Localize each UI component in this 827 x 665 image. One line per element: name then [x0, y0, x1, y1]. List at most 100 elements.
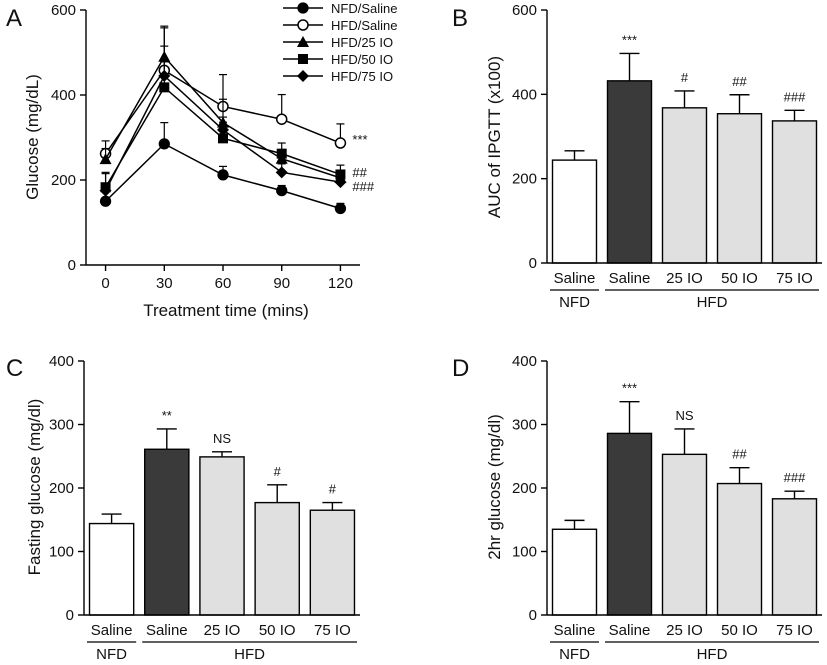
panel-c-category-label-2: 25 IO [204, 622, 241, 639]
panel-c-ytick-label-0: 0 [66, 607, 74, 624]
panel-d-bar-0 [551, 528, 598, 616]
panel-a-legend-label-4: HFD/75 IO [331, 69, 393, 84]
panel-a-point-0-1 [158, 138, 170, 150]
panel-c-category-label-0: Saline [91, 622, 133, 639]
panel-a-point-3-3 [276, 148, 287, 159]
panel-a-xtick-label-1: 30 [156, 275, 173, 292]
panel-d-category-label-1: Saline [609, 622, 651, 639]
panel-b-ytick-label-1: 200 [512, 171, 537, 188]
panel-c-category-label-4: 75 IO [314, 622, 351, 639]
panel-c-category-label-3: 50 IO [259, 622, 296, 639]
panel-a-ytick-label-1: 200 [51, 172, 76, 189]
panel-c-category-label-1: Saline [146, 622, 188, 639]
panel-letter-a: A [6, 5, 22, 32]
panel-c-group-label-1: HFD [234, 646, 265, 663]
panel-b-bar-4 [771, 120, 818, 264]
panel-a-point-1-3 [275, 113, 288, 125]
panel-c-ytick-label-2: 200 [49, 480, 74, 497]
panel-d-ylabel: 2hr glucose (mg/dl) [485, 414, 504, 560]
panel-b-bar-3 [716, 113, 763, 264]
panel-a-point-2-0 [99, 153, 112, 165]
panel-d-category-label-4: 75 IO [776, 622, 813, 639]
panel-d-ytick-label-3: 300 [512, 417, 537, 434]
panel-letter-b: B [452, 5, 468, 32]
panel-a-legend-marker-3 [298, 54, 308, 64]
panel-a-xtick-label-2: 60 [215, 275, 232, 292]
panel-a-point-3-1 [159, 82, 170, 93]
panel-a-point-0-3 [276, 184, 288, 197]
panel-a-xtick-label-0: 0 [101, 275, 109, 292]
panel-d-bar-4 [771, 498, 818, 616]
panel-b-sig-4: ### [784, 89, 806, 104]
panel-c-ytick-label-1: 100 [49, 544, 74, 561]
panel-a-legend-label-1: HFD/Saline [331, 18, 397, 33]
panel-b-category-label-2: 25 IO [666, 270, 703, 287]
panel-a-point-0-4 [334, 202, 347, 215]
panel-c-sig-2: NS [213, 431, 231, 446]
panel-a-point-0-0 [99, 195, 112, 207]
panel-b-ytick-label-0: 0 [529, 255, 537, 272]
panel-a-legend-marker-2 [297, 36, 309, 47]
panel-a-xlabel: Treatment time (mins) [143, 301, 309, 320]
panel-c-ylabel: Fasting glucose (mg/dl) [25, 399, 44, 576]
panel-b-ytick-label-3: 600 [512, 2, 537, 19]
panel-a-series-0 [99, 122, 347, 215]
panel-a-annotation-2: ### [352, 179, 374, 194]
panel-a-series-4 [99, 45, 347, 197]
panel-b-sig-2: # [681, 70, 689, 85]
panel-d-ytick-label-2: 200 [512, 480, 537, 497]
panel-a-series-2 [99, 25, 347, 183]
panel-a-ytick-label-2: 400 [51, 87, 76, 104]
panel-c-ytick-label-4: 400 [49, 353, 74, 370]
panel-a-ylabel: Glucose (mg/dL) [23, 74, 42, 200]
panel-b-ylabel: AUC of IPGTT (x100) [485, 56, 504, 218]
panel-d-bar-1 [606, 432, 653, 616]
panel-c-ytick-label-3: 300 [49, 417, 74, 434]
panel-a-xtick-label-4: 120 [328, 275, 353, 292]
panel-letter-d: D [452, 355, 469, 382]
panel-d-sig-2: NS [675, 408, 693, 423]
panel-a-legend-marker-1 [297, 19, 309, 31]
panel-a-legend-label-2: HFD/25 IO [331, 35, 393, 50]
panel-d-group-label-1: HFD [697, 646, 728, 663]
panel-a-ytick-label-0: 0 [68, 257, 76, 274]
panel-a-annotation-1: ## [352, 165, 367, 180]
panel-a-point-4-0 [99, 184, 112, 197]
panel-d-category-label-0: Saline [554, 622, 596, 639]
panel-b-sig-3: ## [732, 74, 747, 89]
panel-b-group-label-1: HFD [697, 294, 728, 311]
panel-d-sig-3: ## [732, 447, 747, 462]
panel-a-point-4-2 [217, 123, 229, 136]
panel-b-bar-1 [606, 80, 653, 264]
panel-c-sig-4: # [329, 482, 337, 497]
panel-c-bar-4 [309, 509, 356, 616]
panel-d-category-label-3: 50 IO [721, 622, 758, 639]
panel-b-category-label-0: Saline [554, 270, 596, 287]
panel-letter-c: C [6, 355, 23, 382]
panel-b-category-label-1: Saline [609, 270, 651, 287]
panel-a-point-3-4 [335, 169, 346, 180]
panel-a-point-3-2 [218, 133, 228, 144]
panel-d-sig-1: *** [622, 381, 637, 396]
panel-a-legend-marker-4 [297, 70, 309, 82]
panel-c-sig-1: ** [162, 408, 172, 423]
panel-a-legend-label-0: NFD/Saline [331, 1, 397, 16]
panel-b-bar-2 [661, 107, 708, 264]
panel-b-ytick-label-2: 400 [512, 86, 537, 103]
panel-a-point-4-1 [158, 69, 171, 82]
panel-a-point-0-2 [217, 169, 229, 181]
panel-a-point-4-3 [275, 166, 288, 179]
panel-d-ytick-label-0: 0 [529, 607, 537, 624]
panel-c-group-label-0: NFD [96, 646, 127, 663]
panel-b-sig-1: *** [622, 32, 637, 47]
panel-d-bar-2 [661, 453, 708, 616]
panel-a-ytick-label-3: 600 [51, 2, 76, 19]
panel-d-ytick-label-4: 400 [512, 353, 537, 370]
panel-b-bar-0 [551, 159, 598, 264]
panel-c-bar-3 [254, 501, 300, 616]
panel-c-sig-3: # [274, 464, 282, 479]
panel-b-category-label-4: 75 IO [776, 270, 813, 287]
panel-b-group-label-0: NFD [559, 294, 590, 311]
panel-a-legend-marker-0 [297, 2, 309, 14]
panel-c-bar-1 [144, 448, 190, 616]
